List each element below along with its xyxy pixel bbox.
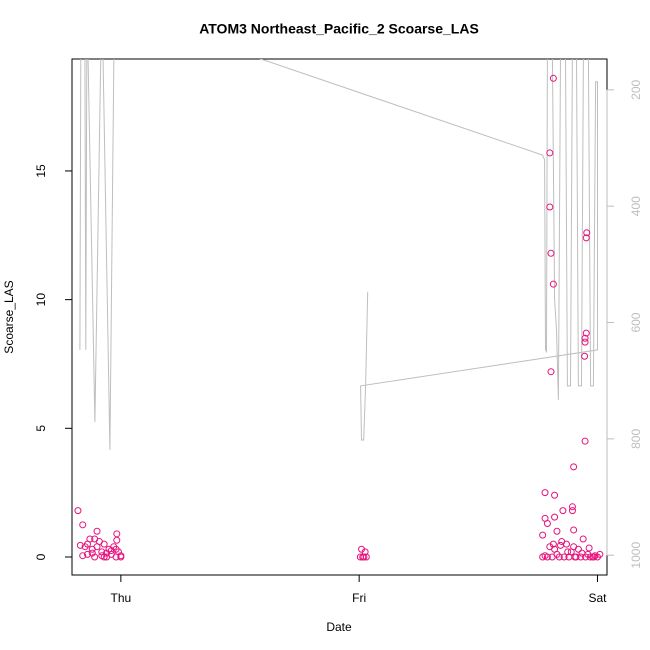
point (578, 549, 586, 557)
point (91, 535, 99, 543)
y2-tick-label: 1000 (629, 542, 643, 569)
point (564, 548, 572, 556)
point (93, 527, 101, 535)
point (559, 507, 567, 515)
plot-area (74, 59, 604, 561)
y2-tick-label: 200 (629, 79, 643, 99)
y-axis-label: Scoarse_LAS (2, 280, 16, 353)
point (590, 553, 598, 561)
point (581, 334, 589, 342)
point (546, 149, 554, 157)
point (93, 543, 101, 551)
x-tick-label: Fri (352, 591, 366, 605)
point (83, 550, 91, 558)
point (553, 527, 561, 535)
point (547, 368, 555, 376)
point (361, 548, 369, 556)
point (547, 249, 555, 257)
point (117, 552, 125, 560)
point (570, 463, 578, 471)
point (100, 553, 108, 561)
point (596, 550, 604, 558)
y2-tick-label: 600 (629, 312, 643, 332)
point (103, 549, 111, 557)
point (76, 541, 84, 549)
point (585, 544, 593, 552)
x-axis-label: Date (326, 620, 352, 634)
point (100, 540, 108, 548)
point (549, 74, 557, 82)
point (88, 549, 96, 557)
point (586, 553, 594, 561)
point (79, 552, 87, 560)
y2-tick-label: 800 (629, 429, 643, 449)
point (568, 503, 576, 511)
point (583, 229, 591, 237)
point (74, 507, 82, 515)
point (581, 437, 589, 445)
point (541, 489, 549, 497)
x-tick-label: Thu (111, 591, 132, 605)
point (582, 234, 590, 242)
point (555, 553, 563, 561)
point (360, 553, 368, 561)
point (551, 491, 559, 499)
y2-tick-label: 400 (629, 196, 643, 216)
point (546, 203, 554, 211)
point (551, 513, 559, 521)
point (543, 553, 551, 561)
y-tick-label: 10 (34, 293, 48, 307)
plot-box (71, 58, 608, 576)
point (574, 545, 582, 553)
point (571, 553, 579, 561)
y-tick-label: 15 (34, 164, 48, 178)
point (570, 526, 578, 534)
point (79, 521, 87, 529)
point (568, 507, 576, 515)
x-tick-label: Sat (588, 591, 607, 605)
chart-title: ATOM3 Northeast_Pacific_2 Scoarse_LAS (199, 21, 479, 37)
point (113, 530, 121, 538)
point (549, 540, 557, 548)
point (83, 540, 91, 548)
point (91, 553, 99, 561)
point (582, 329, 590, 337)
point (549, 280, 557, 288)
point (562, 540, 570, 548)
point (579, 535, 587, 543)
point (112, 545, 120, 553)
point (543, 520, 551, 528)
point (113, 536, 121, 544)
point (539, 531, 547, 539)
y-tick-label: 5 (34, 425, 48, 432)
y-tick-label: 0 (34, 553, 48, 560)
point (560, 553, 568, 561)
point (581, 352, 589, 360)
point (362, 553, 370, 561)
point (557, 541, 565, 549)
point (581, 338, 589, 346)
pressure-line (79, 59, 598, 450)
